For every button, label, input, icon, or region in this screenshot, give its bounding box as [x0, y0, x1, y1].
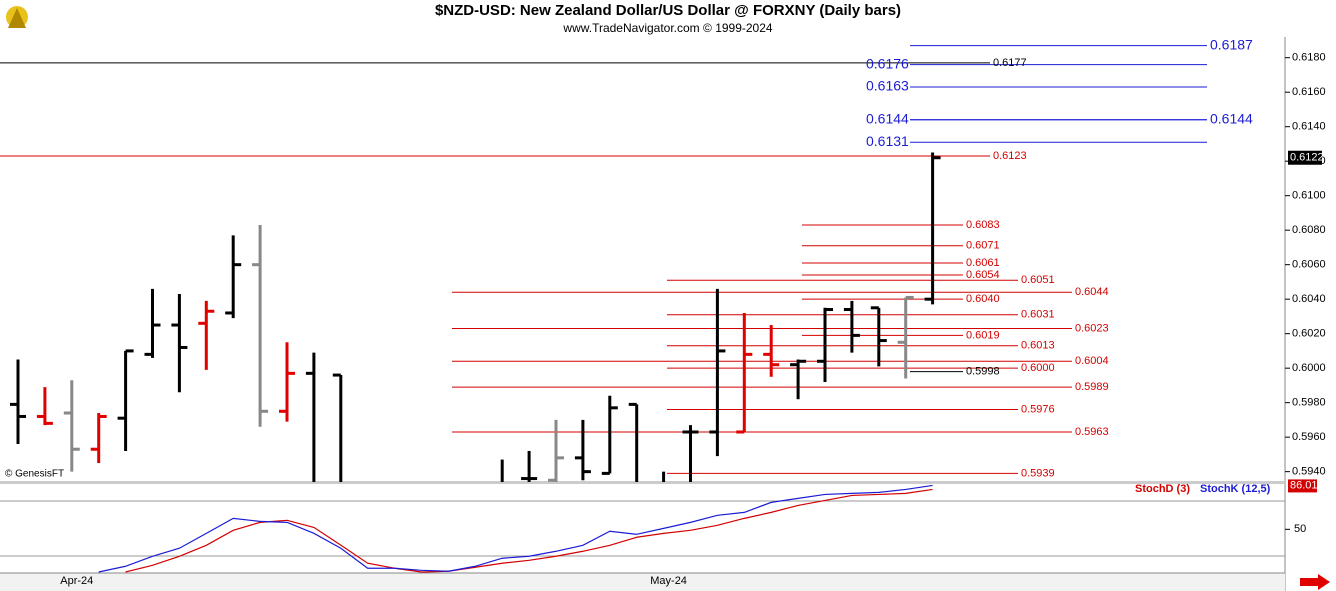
level-label: 0.6013 [1021, 340, 1055, 352]
level-label: 0.6054 [966, 269, 1000, 281]
level-label: 0.6083 [966, 219, 1000, 231]
stoch-panel [98, 484, 933, 573]
y-tick-label: 0.6060 [1292, 259, 1326, 271]
y-tick-label: 0.6020 [1292, 328, 1326, 340]
last-value-box [1288, 150, 1322, 165]
level-label: 0.6000 [1021, 362, 1055, 374]
legend-entry: StochD (3) [1135, 483, 1190, 495]
y-tick-label: 0.6140 [1292, 121, 1326, 133]
last-value: 0.6122 [1290, 152, 1324, 164]
level-label: 0.5963 [1075, 426, 1109, 438]
y-tick-label: 0.5980 [1292, 397, 1326, 409]
last-value: 86.01 [1290, 479, 1318, 491]
x-axis-band [0, 573, 1285, 591]
level-label: 0.5998 [966, 366, 1000, 378]
level-label: 0.6040 [966, 293, 1000, 305]
y-tick-label: 0.6100 [1292, 190, 1326, 202]
legend-entry: StochK (12,5) [1200, 483, 1271, 495]
level-label: 0.6004 [1075, 355, 1109, 367]
level-label: 0.5939 [1021, 467, 1055, 479]
price-panel [0, 45, 1207, 482]
y-tick-label: 0.6080 [1292, 224, 1326, 236]
chart-title: $NZD-USD: New Zealand Dollar/US Dollar @… [435, 2, 901, 19]
level-label: 0.6044 [1075, 286, 1109, 298]
y-tick-label: 0.5940 [1292, 466, 1326, 478]
last-value-box [1288, 479, 1317, 493]
y-tick-label: 0.6180 [1292, 52, 1326, 64]
panel-separator [0, 481, 1285, 484]
y-tick-label: 0.6040 [1292, 293, 1326, 305]
scroll-arrow[interactable] [1300, 574, 1330, 590]
level-label: 0.6144 [866, 110, 909, 126]
level-label: 0.6051 [1021, 274, 1055, 286]
x-tick-label: May-24 [650, 575, 687, 587]
level-label: 0.6031 [1021, 309, 1055, 321]
y-tick-label: 50 [1294, 523, 1306, 535]
level-label: 0.6123 [993, 150, 1027, 162]
logo [6, 6, 28, 28]
watermark: © GenesisFT [5, 469, 64, 480]
level-label: 0.5976 [1021, 403, 1055, 415]
level-label: 0.6061 [966, 257, 1000, 269]
y-tick-label: 0.6000 [1292, 362, 1326, 374]
y-tick-label: 0.6160 [1292, 86, 1326, 98]
level-label: 0.6019 [966, 329, 1000, 341]
level-label: 0.6177 [993, 57, 1027, 69]
level-label: 0.6131 [866, 133, 909, 149]
stoch-line [125, 488, 933, 573]
level-label: 0.5989 [1075, 381, 1109, 393]
level-label: 0.6176 [866, 55, 909, 71]
level-label: 0.6023 [1075, 322, 1109, 334]
x-tick-label: Apr-24 [60, 575, 93, 587]
stoch-line [98, 484, 933, 573]
level-label: 0.6144 [1210, 110, 1253, 126]
level-label: 0.6187 [1210, 36, 1253, 52]
level-label: 0.6071 [966, 240, 1000, 252]
y-tick-label: 0.5960 [1292, 431, 1326, 443]
level-label: 0.6163 [866, 78, 909, 94]
chart-subtitle: www.TradeNavigator.com © 1999-2024 [562, 21, 772, 35]
